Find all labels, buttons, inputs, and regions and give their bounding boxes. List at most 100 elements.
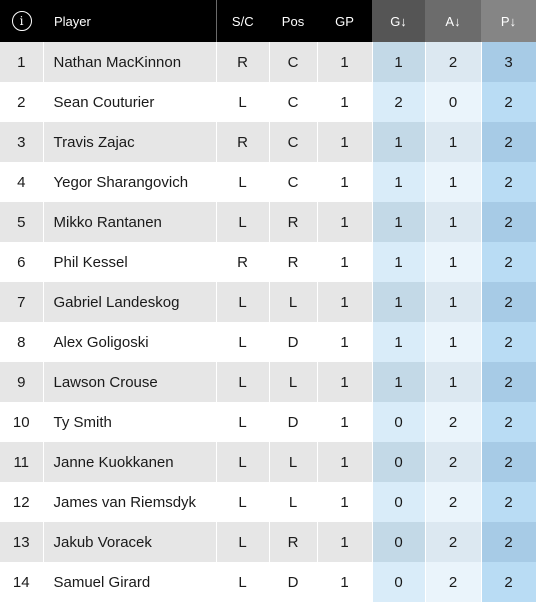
column-header-player[interactable]: Player	[43, 0, 216, 42]
points-cell: 2	[481, 322, 536, 362]
points-cell: 2	[481, 282, 536, 322]
games-played-cell: 1	[317, 82, 373, 122]
goals-cell: 0	[372, 442, 426, 482]
assists-cell: 2	[425, 482, 482, 522]
goals-cell: 2	[372, 82, 426, 122]
games-played-cell: 1	[317, 202, 373, 242]
points-cell: 3	[481, 42, 536, 82]
player-name-cell[interactable]: Alex Goligoski	[43, 322, 217, 362]
position-cell: L	[269, 282, 318, 322]
table-row: 2 Sean Couturier L C 1 2 0 2	[0, 82, 536, 122]
rank-cell: 13	[0, 522, 44, 562]
table-row: 3 Travis Zajac R C 1 1 1 2	[0, 122, 536, 162]
column-header-position[interactable]: Pos	[269, 0, 317, 42]
points-cell: 2	[481, 162, 536, 202]
player-name-cell[interactable]: Sean Couturier	[43, 82, 217, 122]
table-row: 7 Gabriel Landeskog L L 1 1 1 2	[0, 282, 536, 322]
info-header-cell: i	[0, 0, 43, 42]
column-header-shoots[interactable]: S/C	[215, 0, 269, 42]
player-name-cell[interactable]: Gabriel Landeskog	[43, 282, 217, 322]
column-header-points[interactable]: P↓	[481, 0, 536, 42]
assists-cell: 1	[425, 282, 482, 322]
rank-cell: 11	[0, 442, 44, 482]
table-row: 5 Mikko Rantanen L R 1 1 1 2	[0, 202, 536, 242]
goals-cell: 1	[372, 162, 426, 202]
player-name-cell[interactable]: Ty Smith	[43, 402, 217, 442]
rank-cell: 7	[0, 282, 44, 322]
position-cell: R	[269, 522, 318, 562]
games-played-cell: 1	[317, 402, 373, 442]
player-name-cell[interactable]: Lawson Crouse	[43, 362, 217, 402]
goals-cell: 0	[372, 402, 426, 442]
rank-cell: 12	[0, 482, 44, 522]
goals-cell: 0	[372, 522, 426, 562]
rank-cell: 10	[0, 402, 44, 442]
assists-cell: 1	[425, 162, 482, 202]
points-cell: 2	[481, 362, 536, 402]
table-row: 6 Phil Kessel R R 1 1 1 2	[0, 242, 536, 282]
player-name-cell[interactable]: Jakub Voracek	[43, 522, 217, 562]
shoots-cell: L	[215, 282, 270, 322]
column-header-goals[interactable]: G↓	[372, 0, 425, 42]
info-icon[interactable]: i	[11, 11, 32, 31]
goals-cell: 1	[372, 282, 426, 322]
shoots-cell: L	[215, 202, 270, 242]
position-cell: C	[269, 122, 318, 162]
table-header: i Player S/C Pos GP G↓ A↓ P↓	[0, 0, 536, 42]
shoots-cell: R	[215, 242, 270, 282]
player-name-cell[interactable]: James van Riemsdyk	[43, 482, 217, 522]
player-name-cell[interactable]: Samuel Girard	[43, 562, 217, 602]
games-played-cell: 1	[317, 322, 373, 362]
games-played-cell: 1	[317, 442, 373, 482]
games-played-cell: 1	[317, 482, 373, 522]
rank-cell: 4	[0, 162, 44, 202]
position-cell: C	[269, 82, 318, 122]
games-played-cell: 1	[317, 42, 373, 82]
assists-cell: 2	[425, 442, 482, 482]
assists-cell: 2	[425, 562, 482, 602]
position-cell: R	[269, 242, 318, 282]
column-header-assists[interactable]: A↓	[425, 0, 481, 42]
position-cell: L	[269, 482, 318, 522]
position-cell: R	[269, 202, 318, 242]
position-cell: D	[269, 322, 318, 362]
games-played-cell: 1	[317, 562, 373, 602]
goals-cell: 1	[372, 42, 426, 82]
assists-cell: 1	[425, 322, 482, 362]
goals-cell: 0	[372, 482, 426, 522]
player-name-cell[interactable]: Yegor Sharangovich	[43, 162, 217, 202]
shoots-cell: L	[215, 322, 270, 362]
player-name-cell[interactable]: Phil Kessel	[43, 242, 217, 282]
assists-cell: 1	[425, 242, 482, 282]
points-cell: 2	[481, 82, 536, 122]
points-cell: 2	[481, 482, 536, 522]
position-cell: D	[269, 402, 318, 442]
player-name-cell[interactable]: Janne Kuokkanen	[43, 442, 217, 482]
player-name-cell[interactable]: Nathan MacKinnon	[43, 42, 217, 82]
assists-cell: 2	[425, 42, 482, 82]
shoots-cell: L	[215, 362, 270, 402]
games-played-cell: 1	[317, 242, 373, 282]
games-played-cell: 1	[317, 522, 373, 562]
table-row: 4 Yegor Sharangovich L C 1 1 1 2	[0, 162, 536, 202]
points-cell: 2	[481, 562, 536, 602]
table-row: 1 Nathan MacKinnon R C 1 1 2 3	[0, 42, 536, 82]
shoots-cell: L	[215, 402, 270, 442]
column-header-games-played[interactable]: GP	[317, 0, 372, 42]
assists-cell: 2	[425, 522, 482, 562]
position-cell: C	[269, 42, 318, 82]
shoots-cell: L	[215, 442, 270, 482]
assists-cell: 1	[425, 362, 482, 402]
rank-cell: 1	[0, 42, 44, 82]
player-name-cell[interactable]: Travis Zajac	[43, 122, 217, 162]
table-row: 13 Jakub Voracek L R 1 0 2 2	[0, 522, 536, 562]
player-name-cell[interactable]: Mikko Rantanen	[43, 202, 217, 242]
header-row: i Player S/C Pos GP G↓ A↓ P↓	[0, 0, 536, 42]
shoots-cell: L	[215, 522, 270, 562]
points-cell: 2	[481, 522, 536, 562]
shoots-cell: L	[215, 82, 270, 122]
shoots-cell: R	[215, 122, 270, 162]
rank-cell: 8	[0, 322, 44, 362]
games-played-cell: 1	[317, 282, 373, 322]
goals-cell: 0	[372, 562, 426, 602]
